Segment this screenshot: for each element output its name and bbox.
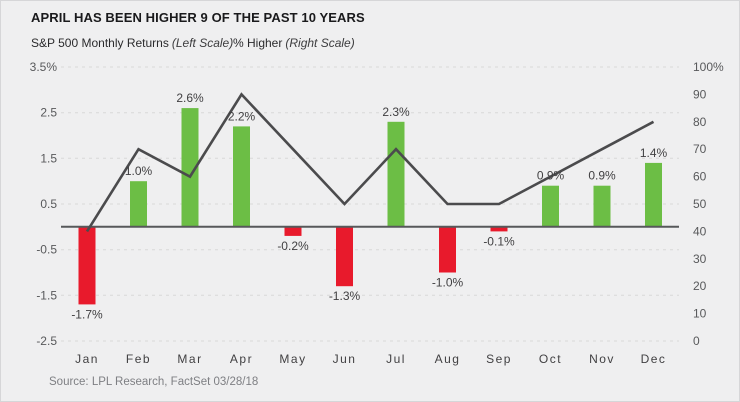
bar-negative	[78, 226, 96, 305]
legend-item-left-scale: S&P 500 Monthly Returns (Left Scale)	[31, 36, 233, 50]
bar-data-label: 0.9%	[537, 169, 565, 183]
legend-item-right-scale: % Higher (Right Scale)	[233, 36, 355, 50]
bar-negative	[284, 226, 302, 236]
bar-positive	[593, 185, 611, 227]
bar-data-label: -0.2%	[277, 239, 309, 253]
chart-title: APRIL HAS BEEN HIGHER 9 OF THE PAST 10 Y…	[31, 10, 365, 25]
bar-data-label: 2.3%	[382, 105, 410, 119]
bar-positive	[542, 185, 559, 227]
month-label: Dec	[641, 352, 667, 366]
month-label: Mar	[177, 352, 202, 366]
month-label: Sep	[486, 352, 512, 366]
left-axis-tick-label: 1.5	[40, 151, 57, 165]
left-axis-tick-label: 0.5	[40, 197, 57, 211]
bar-data-label: -1.0%	[432, 276, 464, 290]
source-note: Source: LPL Research, FactSet 03/28/18	[49, 376, 259, 388]
month-label: Nov	[589, 352, 615, 366]
month-label: Aug	[435, 352, 461, 366]
left-axis-labels: 3.5% 2.5 1.5 0.5 -0.5 -1.5 -2.5	[30, 60, 58, 348]
bar-positive	[645, 162, 662, 227]
month-label: Oct	[539, 352, 562, 366]
month-label: May	[279, 352, 306, 366]
month-label: Jun	[333, 352, 357, 366]
left-axis-tick-label: 2.5	[40, 106, 57, 120]
bars	[78, 108, 662, 305]
legend-right-series-label: % Higher	[233, 36, 283, 50]
right-axis-tick-label: 90	[693, 87, 707, 101]
right-axis-tick-label: 50	[693, 197, 707, 211]
bar-data-label: 1.0%	[125, 164, 153, 178]
legend-right-scale-note: (Right Scale)	[285, 36, 355, 50]
left-axis-tick-label: 3.5%	[30, 60, 58, 74]
month-label: Feb	[126, 352, 151, 366]
month-label: Jan	[75, 352, 99, 366]
bar-positive	[233, 126, 250, 227]
month-labels: Jan Feb Mar Apr May Jun Jul Aug Sep Oct Nov Dec	[75, 352, 667, 366]
left-axis-tick-label: -1.5	[36, 288, 57, 302]
right-axis-tick-label: 60	[693, 170, 707, 184]
bar-data-label: 2.6%	[176, 91, 204, 105]
right-axis-tick-label: 10	[693, 307, 707, 321]
bar-data-label: 0.9%	[588, 169, 616, 183]
right-axis-labels: 100% 90 80 70 60 50 40 30 20 10 0	[693, 60, 724, 348]
month-label: Apr	[230, 352, 253, 366]
bar-negative	[490, 226, 508, 232]
right-axis-tick-label: 100%	[693, 60, 724, 74]
legend-left-series-label: S&P 500 Monthly Returns	[31, 36, 169, 50]
bar-positive	[181, 108, 199, 227]
chart-legend: S&P 500 Monthly Returns (Left Scale) % Hi…	[1, 36, 739, 52]
percent-higher-line	[85, 92, 655, 233]
right-axis-tick-label: 70	[693, 142, 707, 156]
right-axis-tick-label: 30	[693, 252, 707, 266]
right-axis-tick-label: 80	[693, 115, 707, 129]
left-axis-tick-label: -0.5	[36, 243, 57, 257]
bar-positive	[130, 181, 147, 227]
bar-negative	[336, 226, 353, 287]
bar-negative	[439, 226, 456, 273]
bar-data-label: -0.1%	[483, 234, 515, 248]
bar-data-labels: -1.7% 1.0% 2.6% 2.2% -0.2% -1.3% 2.3% -1.0% -0.1…	[71, 91, 667, 321]
legend-left-scale-note: (Left Scale)	[171, 36, 234, 50]
bar-data-label: -1.7%	[71, 308, 103, 322]
bar-data-label: -1.3%	[329, 289, 361, 303]
right-axis-tick-label: 40	[693, 224, 707, 238]
month-label: Jul	[386, 352, 406, 366]
bar-positive	[387, 121, 405, 227]
gridlines	[61, 66, 679, 342]
left-axis-tick-label: -2.5	[36, 334, 57, 348]
bar-data-label: 1.4%	[640, 146, 668, 160]
right-axis-tick-label: 0	[693, 334, 700, 348]
right-axis-tick-label: 20	[693, 279, 707, 293]
bar-data-label: 2.2%	[228, 109, 256, 123]
